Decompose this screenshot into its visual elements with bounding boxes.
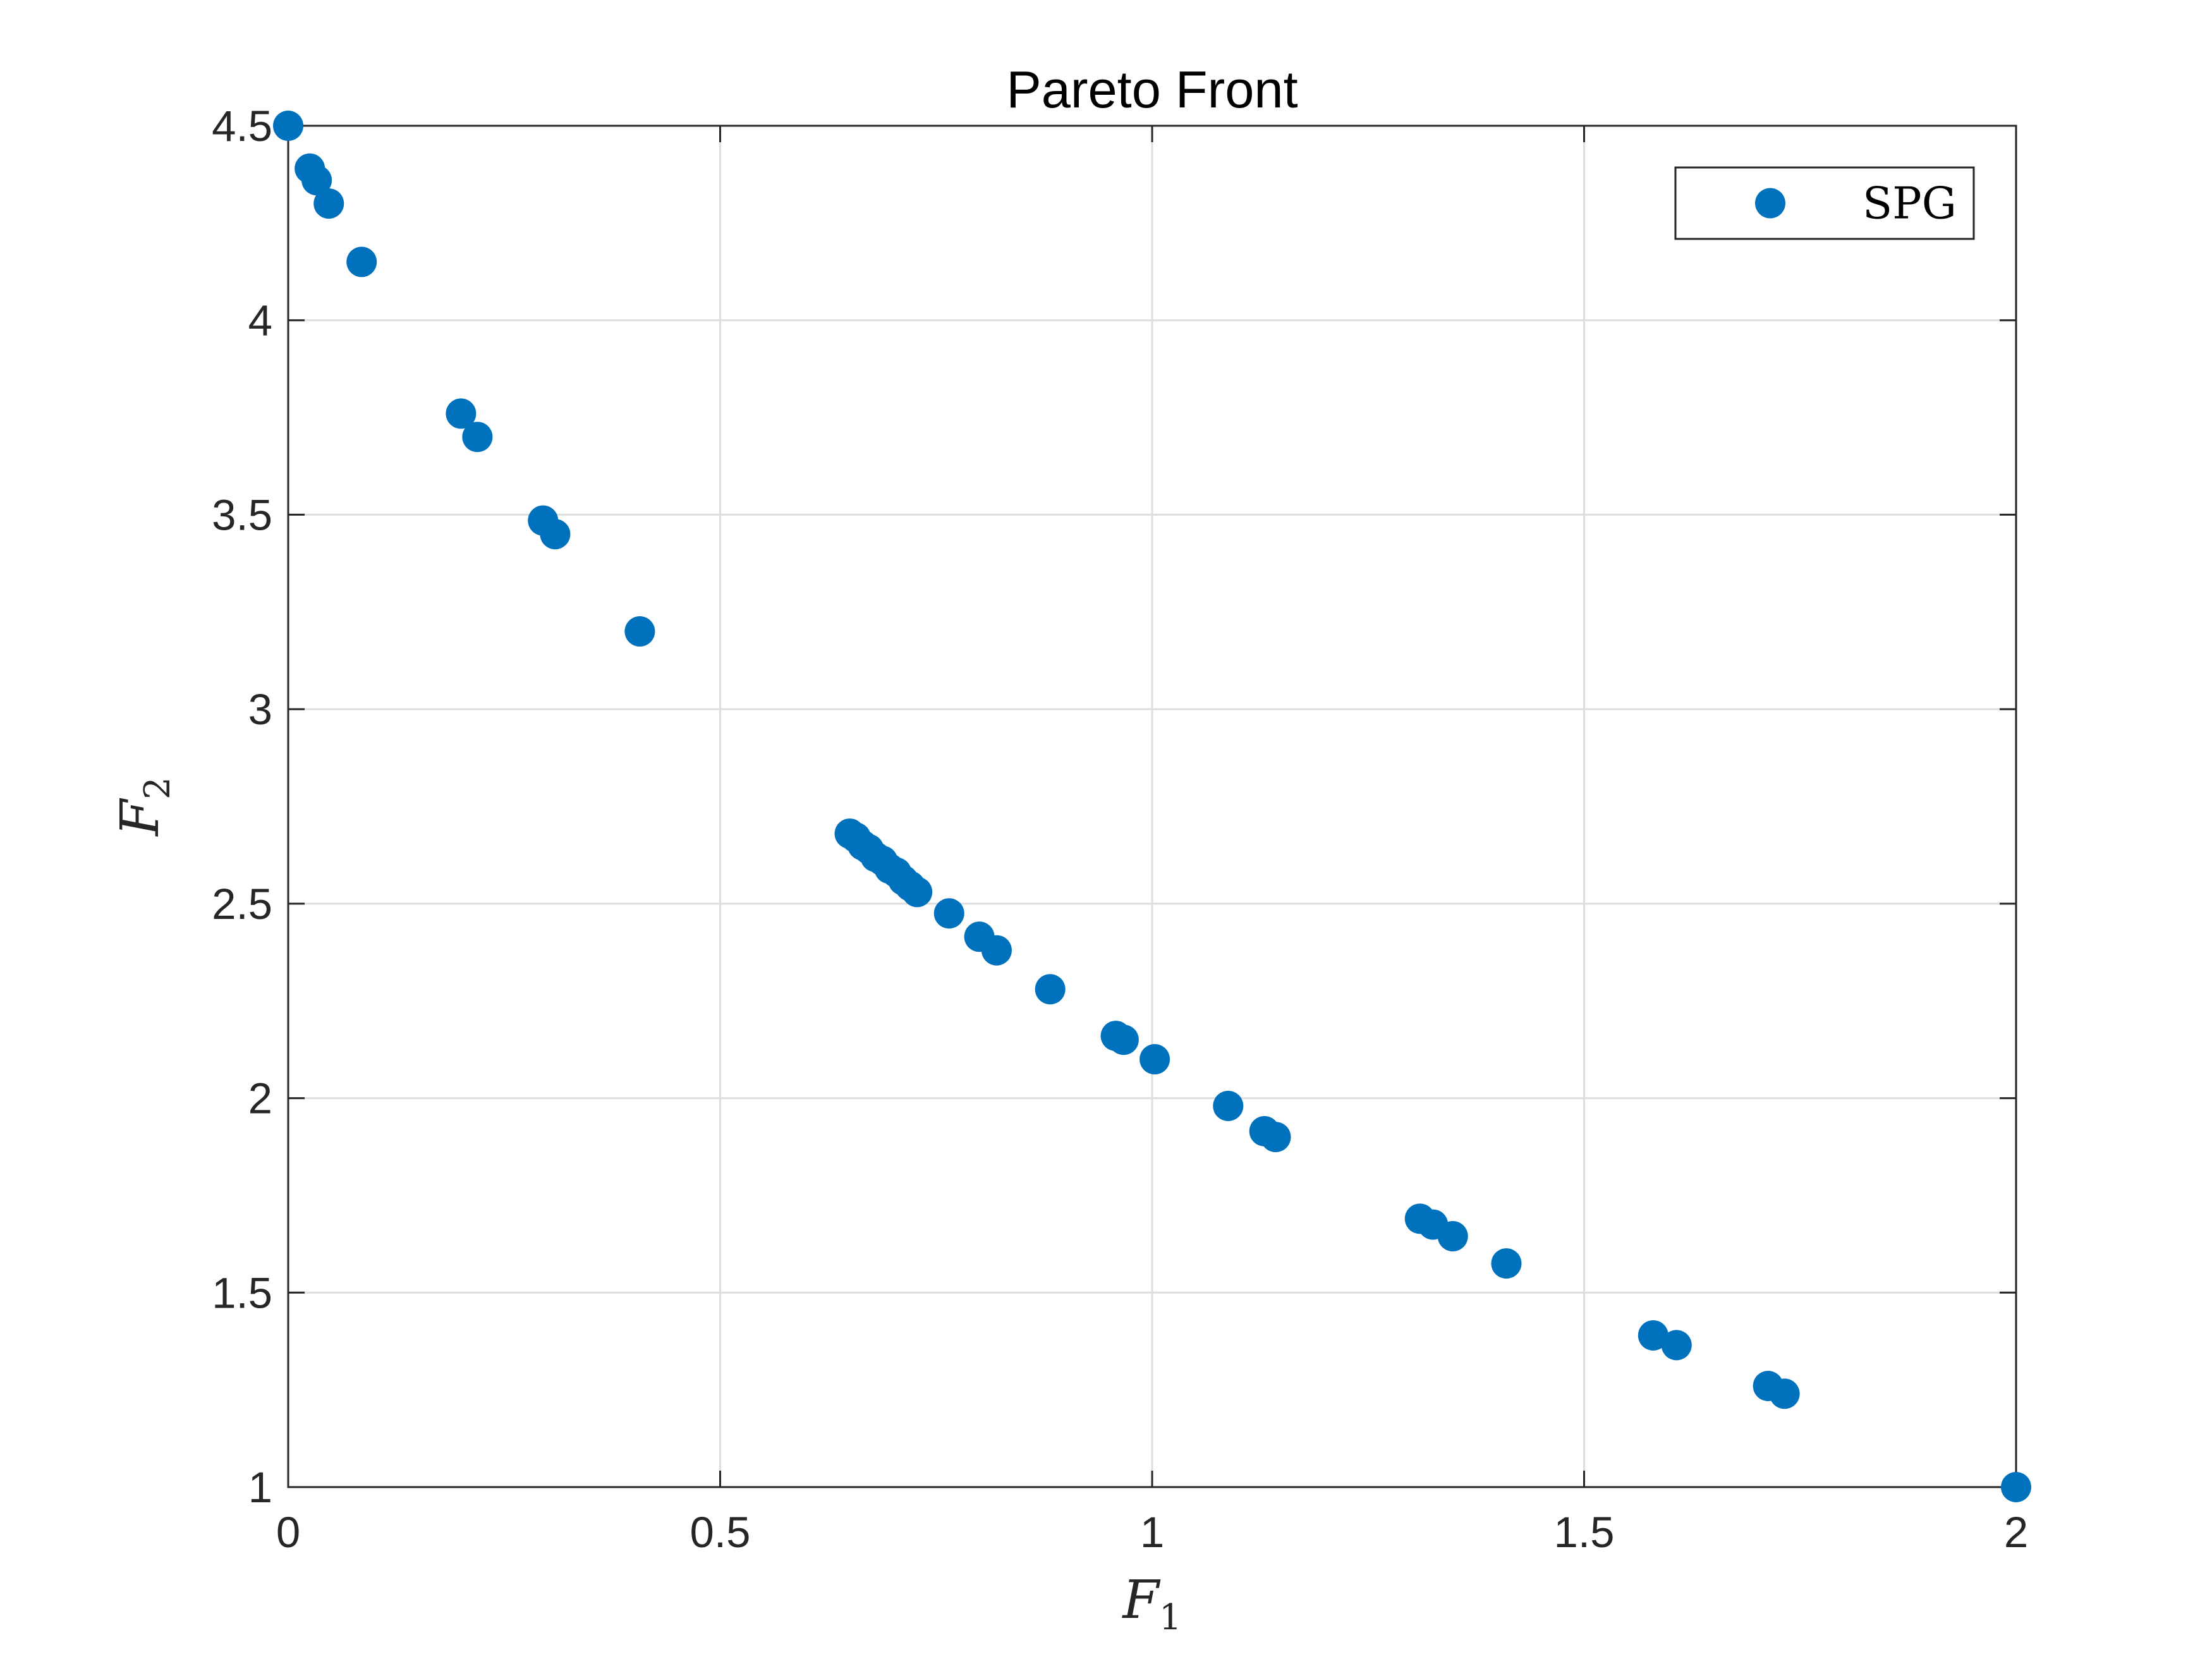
data-point — [933, 898, 964, 929]
data-point — [2001, 1472, 2031, 1502]
data-point — [981, 935, 1012, 966]
x-tick-label: 1 — [1140, 1508, 1164, 1557]
data-point — [313, 188, 344, 219]
x-axis-label-base: F — [1121, 1569, 1161, 1631]
data-point — [301, 165, 332, 196]
y-tick-label: 4.5 — [212, 102, 272, 150]
data-point — [346, 246, 377, 277]
data-point — [1213, 1090, 1244, 1121]
x-axis-label: F1 — [1121, 1569, 1181, 1638]
legend-label-spg: SPG — [1863, 179, 1957, 229]
legend: SPG — [1674, 166, 1975, 240]
data-point — [1437, 1221, 1468, 1252]
tick-labels: 0 0.5 1 1.5 2 1 1.5 2 2.5 3 3.5 4 4.5 — [212, 102, 2028, 1557]
y-tick-label: 1.5 — [212, 1268, 272, 1317]
data-point — [1108, 1024, 1139, 1055]
data-point — [1139, 1044, 1170, 1075]
y-tick-label: 2.5 — [212, 880, 272, 928]
data-point — [1638, 1320, 1668, 1351]
data-point — [1661, 1330, 1692, 1361]
x-axis-label-subscript: 1 — [1159, 1597, 1182, 1638]
y-tick-label: 2 — [248, 1074, 272, 1123]
data-point — [1260, 1122, 1291, 1153]
y-tick-label: 3.5 — [212, 490, 272, 539]
data-point — [1035, 974, 1066, 1005]
legend-box — [1674, 166, 1975, 240]
x-tick-label: 1.5 — [1554, 1508, 1615, 1557]
y-tick-label: 1 — [248, 1463, 272, 1512]
y-tick-label: 3 — [248, 685, 272, 734]
x-tick-label: 0.5 — [690, 1508, 751, 1557]
data-point — [446, 398, 477, 429]
data-point — [1769, 1378, 1800, 1409]
y-tick-label: 4 — [248, 296, 272, 345]
y-axis-label-base: F — [109, 798, 171, 837]
data-point — [462, 422, 493, 453]
data-points — [273, 111, 2031, 1502]
y-axis-label-subscript: 2 — [137, 777, 178, 799]
x-tick-label: 0 — [276, 1508, 300, 1557]
data-point — [540, 519, 571, 550]
y-axis-label: F2 — [109, 777, 178, 837]
x-tick-label: 2 — [2004, 1508, 2028, 1557]
legend-marker — [1755, 188, 1785, 219]
data-point — [902, 877, 933, 908]
data-point — [1491, 1248, 1522, 1279]
data-point — [624, 616, 655, 647]
chart-title: Pareto Front — [1006, 60, 1297, 119]
data-point — [273, 111, 303, 141]
